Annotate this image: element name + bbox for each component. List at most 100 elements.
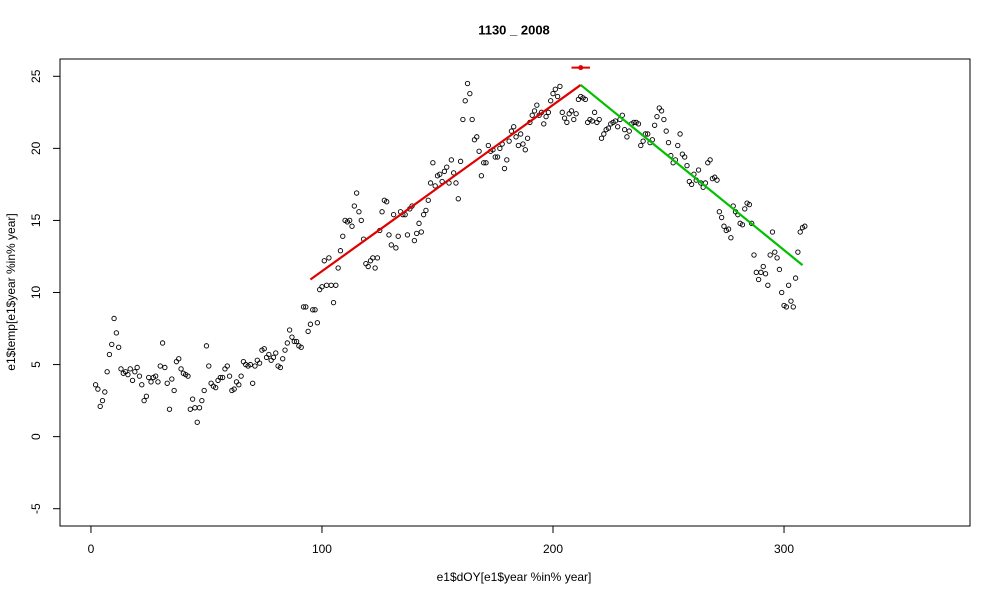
point [166,406,173,412]
point [261,346,267,352]
point [529,112,535,118]
point [384,199,390,205]
point [247,361,254,368]
y-tick-label: -5 [29,503,43,514]
point [471,137,478,143]
point [575,96,582,103]
point [164,380,170,386]
point [631,119,637,126]
point [321,258,327,264]
point [224,363,230,369]
point [755,276,762,283]
point [656,105,662,111]
point [453,180,459,186]
point [208,380,214,386]
point [795,249,801,255]
point [612,118,619,124]
point [263,354,270,361]
point [772,249,778,255]
point [652,122,658,128]
point [236,382,242,388]
point [358,217,364,224]
point [363,261,369,267]
point [494,154,501,160]
x-tick-label: 300 [774,542,794,556]
point [511,124,517,130]
point [545,109,552,115]
point [233,379,240,385]
point [767,252,773,258]
point [640,138,646,144]
point [372,265,378,271]
point [585,119,591,126]
point [506,138,512,144]
point [199,397,205,404]
point [118,366,124,372]
point [104,369,110,375]
point [323,282,330,288]
point [393,245,399,251]
point [365,263,371,270]
point [746,201,753,208]
point [282,347,288,353]
point [330,299,337,306]
point [554,93,561,100]
point [169,376,175,382]
point [280,356,286,362]
point [552,86,558,92]
point [716,209,722,215]
point [317,286,323,293]
point [420,212,427,218]
point [596,116,602,123]
point [705,160,711,166]
point [783,304,789,310]
point [171,387,177,394]
point [589,118,595,124]
point [192,405,198,411]
point [721,223,727,229]
point [520,141,526,147]
point [624,134,630,140]
chart-title: 1130 _ 2008 [478,22,550,37]
point [615,124,621,130]
point [416,220,422,226]
point [457,158,464,164]
point [714,177,720,183]
point [621,126,628,133]
point [270,354,277,361]
point [598,135,605,141]
point [460,116,466,123]
point [340,233,346,239]
point [578,65,584,71]
point [411,237,418,244]
point [132,369,138,375]
point [203,343,210,349]
point [774,255,780,261]
point [448,157,455,163]
point [568,108,575,114]
point [481,160,487,166]
point [464,80,471,87]
point [515,142,521,149]
point [790,304,796,310]
point [695,167,702,173]
point [594,119,600,126]
point [252,363,258,369]
point [561,115,568,121]
point [476,148,482,154]
point [215,377,221,384]
point [148,379,154,385]
point [206,363,212,369]
point [559,109,565,115]
point [686,178,692,185]
point [353,190,360,196]
point [256,360,263,366]
point [548,98,554,104]
point [661,116,667,123]
point [356,209,362,215]
point [219,374,226,381]
point [125,372,131,378]
point [654,114,660,120]
point [441,168,448,175]
point [467,90,473,97]
